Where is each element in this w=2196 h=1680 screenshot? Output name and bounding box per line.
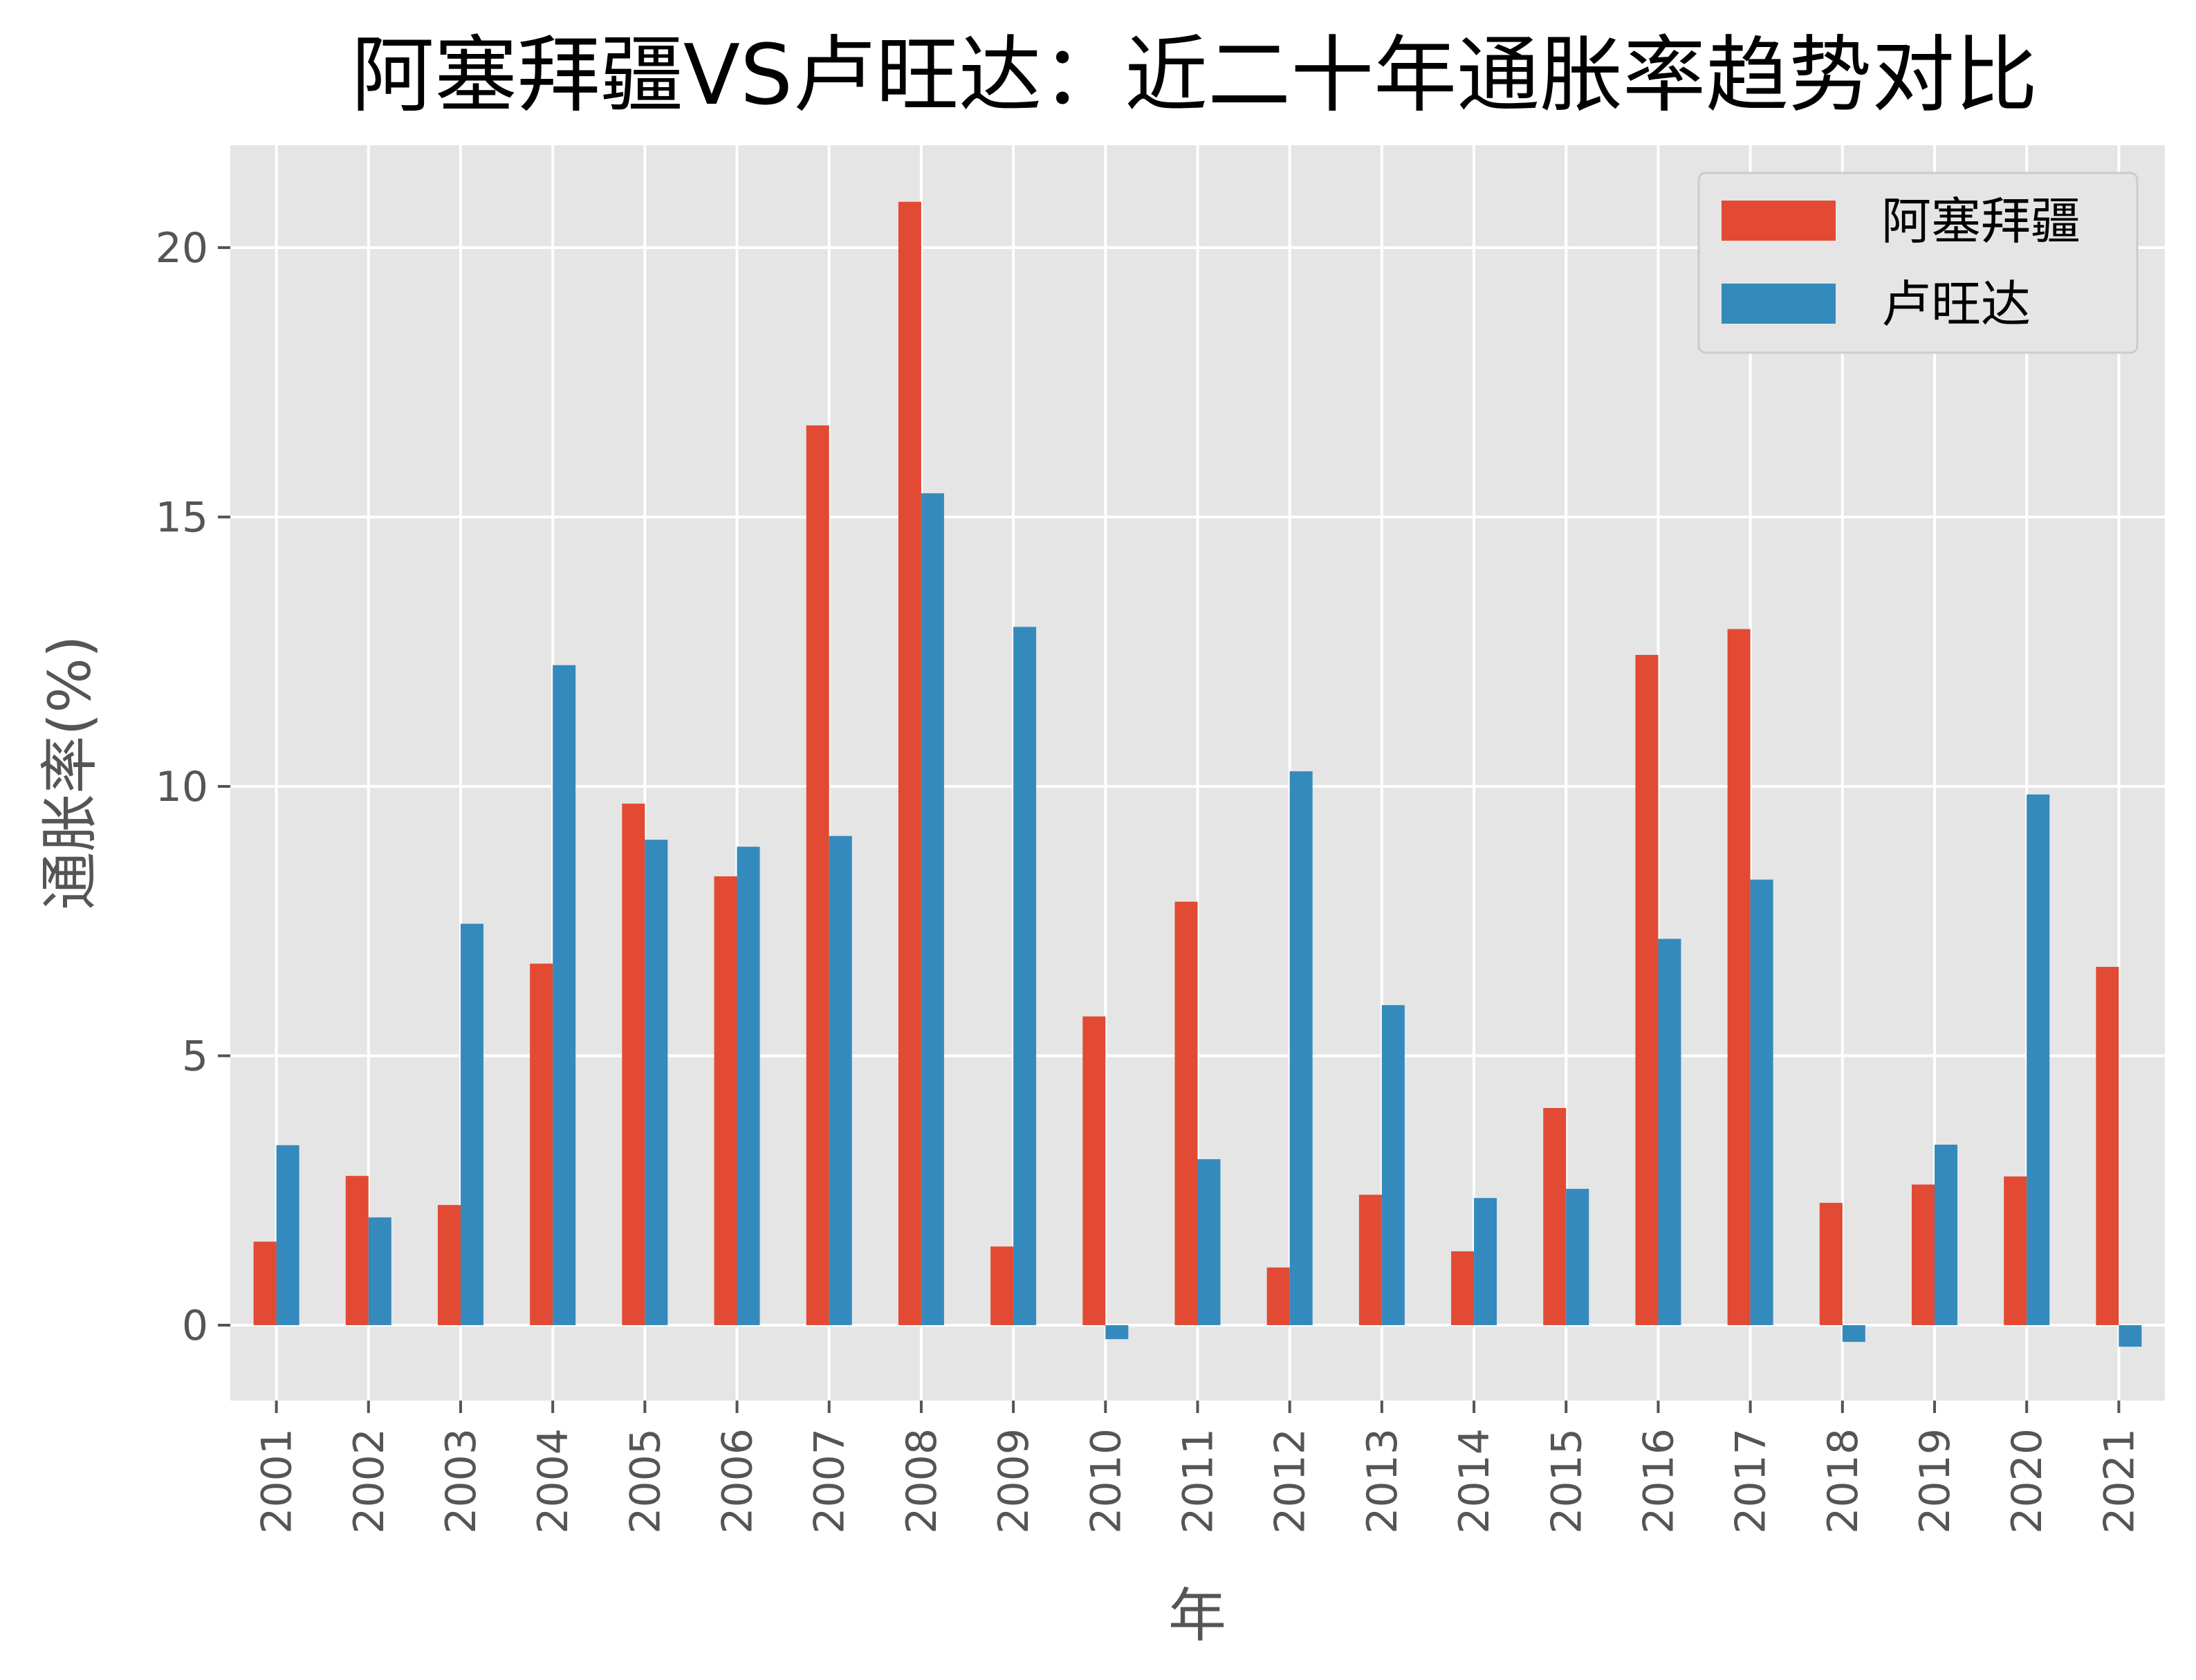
bar-azerbaijan [2004,1176,2027,1325]
x-tick-label: 2011 [1174,1428,1223,1534]
legend-swatch-azerbaijan [1722,201,1836,241]
x-tick-label: 2021 [2095,1428,2143,1534]
axis-ticks: 0 5 10 15 20 2001 2002 2003 2004 2005 2006 2007 2008… [156,224,2144,1534]
chart-title: 阿塞拜疆VS卢旺达：近二十年通胀率趋势对比 [351,28,2038,124]
bar-azerbaijan [1451,1251,1475,1325]
bar-azerbaijan [622,803,645,1325]
x-tick-label: 2014 [1450,1428,1499,1534]
y-tick-label: 5 [182,1032,208,1080]
bar-rwanda [1658,939,1681,1325]
bar-azerbaijan [345,1176,369,1325]
x-tick-label: 2020 [2003,1428,2051,1534]
y-tick-label: 20 [156,224,208,273]
legend-label-rwanda: 卢旺达 [1881,275,2031,333]
bar-azerbaijan [714,876,737,1325]
bar-rwanda [829,836,852,1325]
bar-rwanda [553,665,576,1325]
bar-rwanda [368,1217,391,1325]
bar-rwanda [276,1145,299,1325]
bar-rwanda [2119,1324,2142,1347]
x-tick-label: 2003 [437,1428,486,1534]
bar-rwanda [1289,771,1313,1325]
x-tick-label: 2017 [1727,1428,1775,1534]
y-axis-label: 通胀率(%) [36,635,104,910]
bar-rwanda [1750,879,1773,1325]
x-tick-label: 2007 [806,1428,854,1534]
bar-azerbaijan [1635,654,1659,1325]
x-tick-label: 2015 [1542,1428,1591,1534]
bar-azerbaijan [530,963,553,1325]
x-tick-label: 2005 [621,1428,670,1534]
legend: 阿塞拜疆 卢旺达 [1697,172,2139,354]
bar-rwanda [1935,1144,1958,1325]
bars [253,201,2142,1347]
x-tick-label: 2019 [1911,1428,1959,1534]
y-tick-label: 10 [156,763,208,811]
bar-azerbaijan [806,425,829,1325]
x-tick-label: 2018 [1819,1428,1867,1534]
x-tick-label: 2001 [253,1428,302,1534]
bar-rwanda [645,840,668,1325]
bar-azerbaijan [437,1205,461,1325]
x-tick-label: 2002 [345,1428,394,1534]
bar-azerbaijan [253,1241,277,1325]
bar-azerbaijan [1543,1108,1567,1325]
bar-azerbaijan [1266,1267,1290,1325]
x-axis-label: 年 [1168,1582,1226,1650]
bar-rwanda [1197,1159,1221,1325]
x-tick-label: 2013 [1358,1428,1407,1534]
x-tick-label: 2009 [990,1428,1038,1534]
bar-rwanda [921,493,944,1325]
bar-azerbaijan [1727,629,1751,1325]
x-tick-label: 2016 [1634,1428,1683,1534]
x-tick-label: 2012 [1266,1428,1315,1534]
bar-azerbaijan [1912,1184,1935,1325]
bar-azerbaijan [1358,1194,1382,1325]
x-tick-label: 2008 [898,1428,946,1534]
bar-azerbaijan [1174,901,1198,1325]
y-tick-label: 0 [182,1302,208,1350]
bar-rwanda [1381,1005,1405,1325]
bar-rwanda [1013,627,1037,1325]
bar-rwanda [1105,1324,1129,1340]
legend-label-azerbaijan: 阿塞拜疆 [1881,192,2080,250]
bar-rwanda [2027,794,2050,1325]
legend-swatch-rwanda [1722,284,1836,324]
bar-rwanda [737,847,760,1325]
bar-rwanda [1566,1188,1589,1325]
bar-azerbaijan [990,1246,1014,1325]
bar-azerbaijan [898,201,921,1325]
bar-azerbaijan [2096,966,2119,1325]
bar-rwanda [460,923,483,1325]
y-tick-label: 15 [156,493,208,542]
bar-azerbaijan [1819,1203,1843,1325]
bar-rwanda [1474,1198,1497,1325]
bar-rwanda [1842,1324,1865,1342]
x-tick-label: 2010 [1082,1428,1130,1534]
bar-azerbaijan [1082,1016,1106,1325]
x-tick-label: 2004 [529,1428,578,1534]
x-tick-label: 2006 [714,1428,762,1534]
